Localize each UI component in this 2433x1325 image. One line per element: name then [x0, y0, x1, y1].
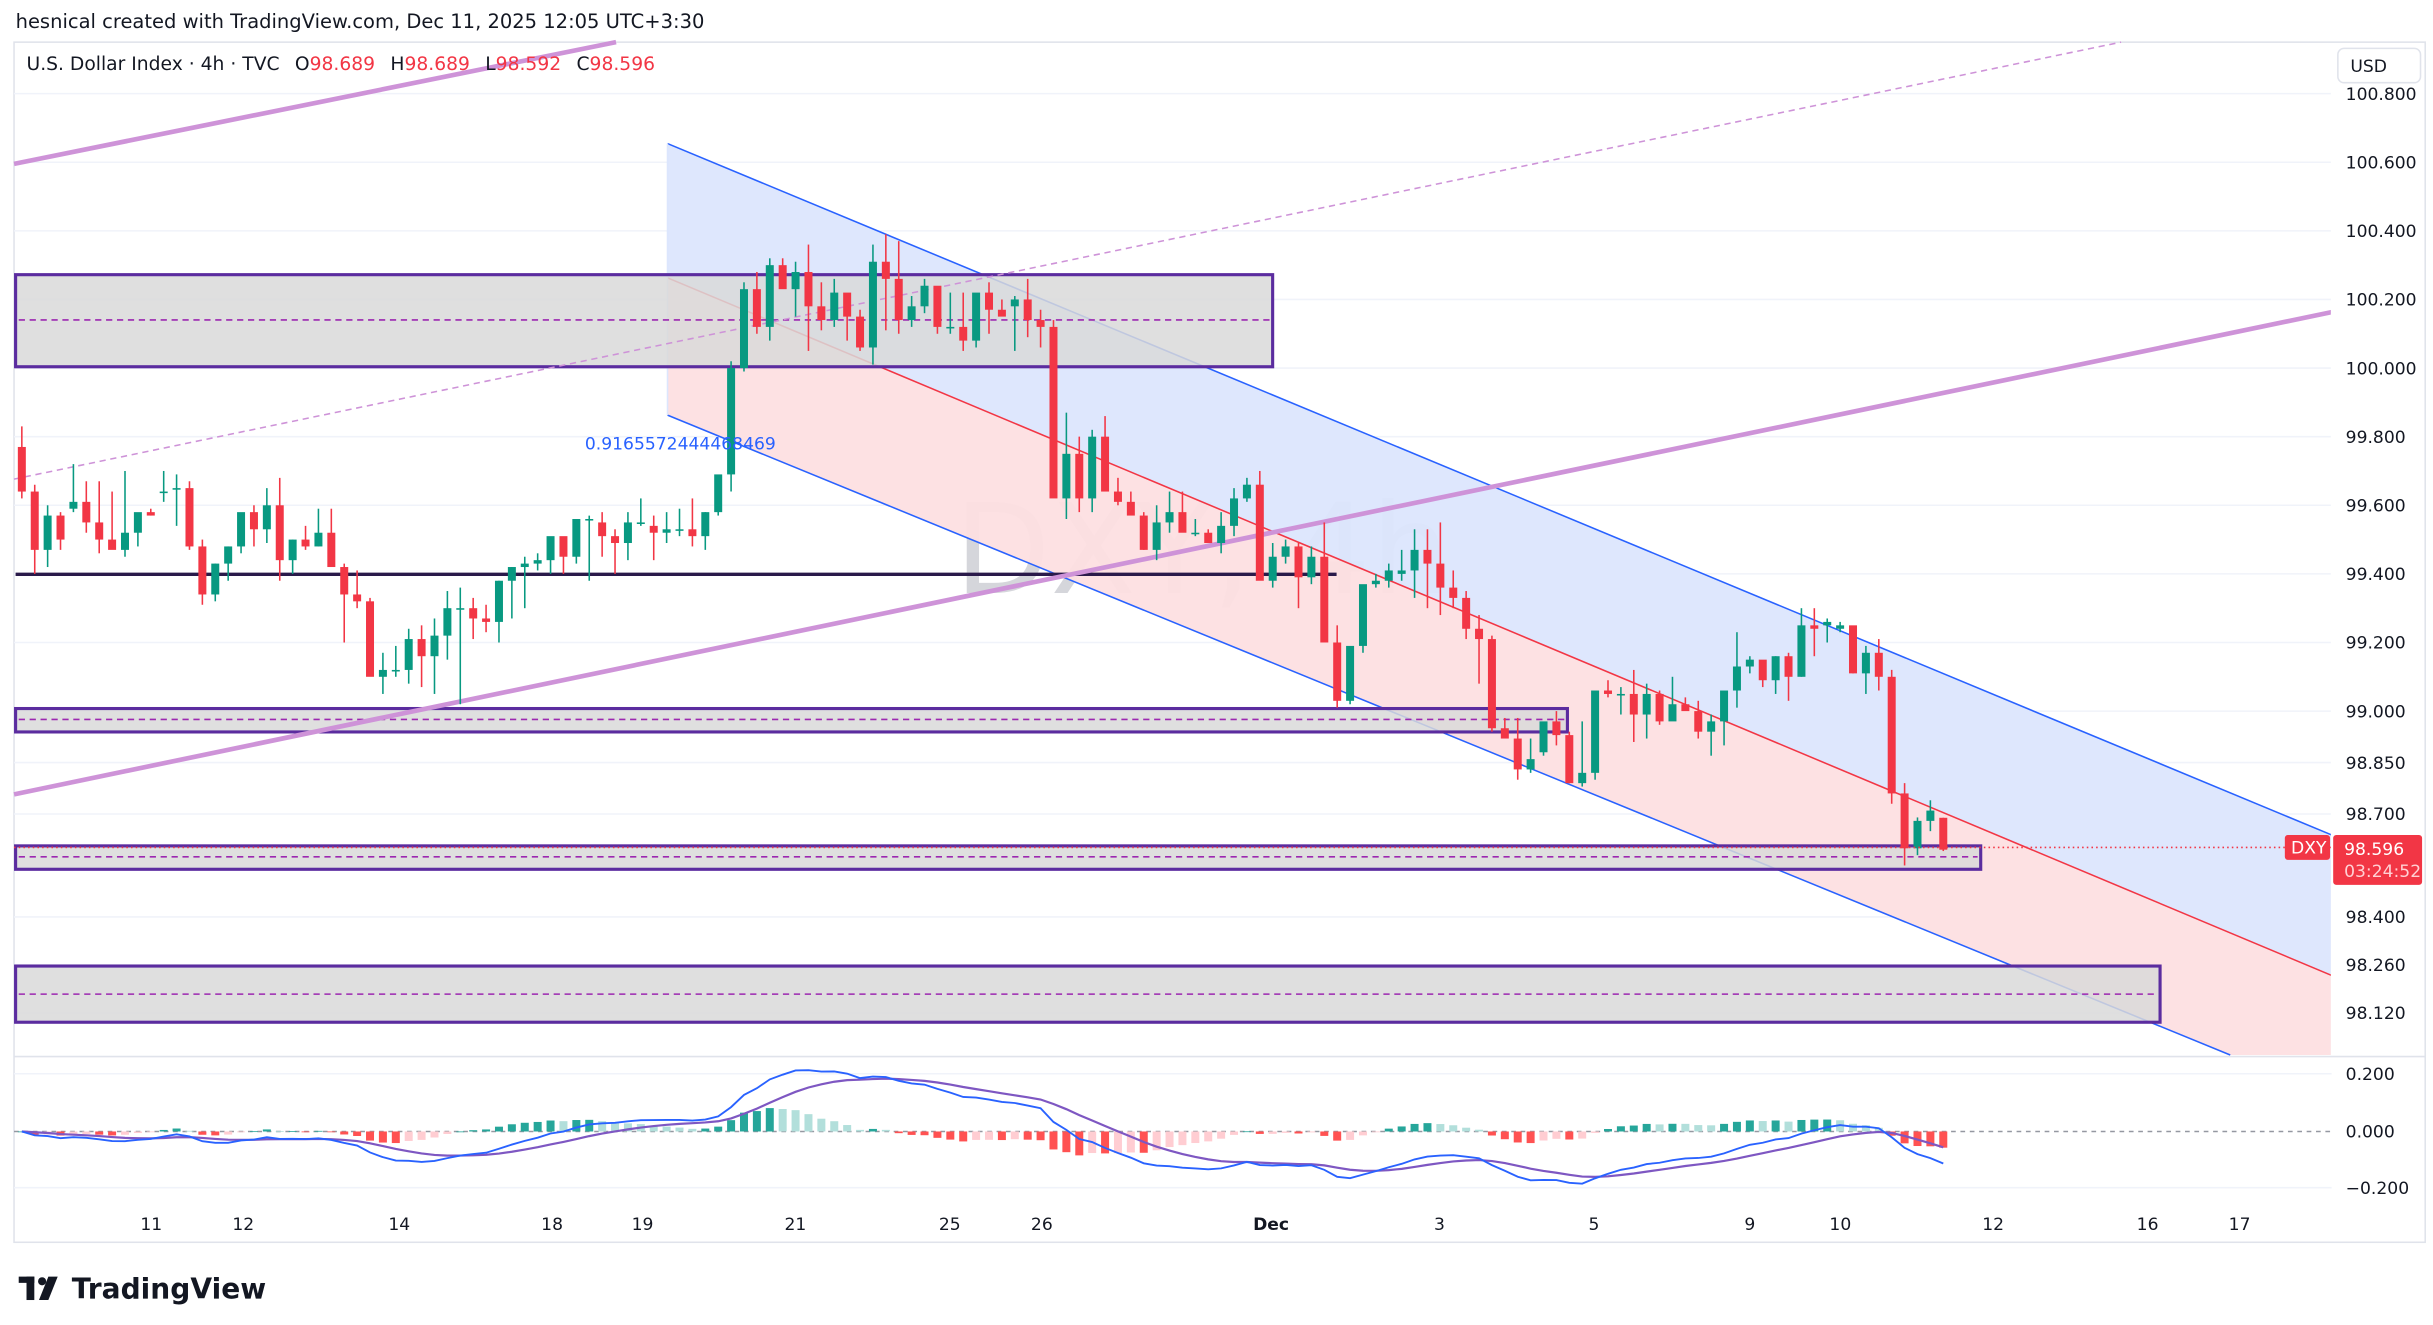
price-axis[interactable]: [2333, 43, 2424, 1241]
price-tick-label: 100.200: [2346, 291, 2417, 311]
price-tick-label: 99.800: [2346, 428, 2406, 448]
price-tick-label: 99.000: [2346, 702, 2406, 722]
legend-open: 98.689: [310, 54, 375, 75]
legend-symbol: U.S. Dollar Index · 4h · TVC: [27, 54, 280, 75]
tradingview-logo-text: TradingView: [72, 1272, 266, 1305]
price-tick-label: 100.800: [2346, 85, 2417, 105]
time-tick-label: 19: [632, 1215, 654, 1235]
channel-lower-line[interactable]: [667, 414, 2231, 1056]
time-tick-label: 10: [1829, 1215, 1851, 1235]
time-tick-label: 5: [1588, 1215, 1599, 1235]
last-price-tag: DXY 98.596 03:24:52: [2284, 834, 2423, 885]
time-tick-label: 9: [1744, 1215, 1755, 1235]
price-tick-label: 99.600: [2346, 497, 2406, 517]
price-tick-label: 98.400: [2346, 908, 2406, 928]
attribution-text: hesnical created with TradingView.com, D…: [16, 10, 705, 33]
price-tick-label: 98.850: [2346, 754, 2406, 774]
price-tick-label: 100.600: [2346, 153, 2417, 173]
zone-100-000[interactable]: [14, 273, 1275, 369]
macd-tick-label: 0.000: [2346, 1123, 2395, 1143]
legend-high: 98.689: [404, 54, 469, 75]
tradingview-logo-icon: [18, 1276, 58, 1301]
zone-98-17[interactable]: [14, 964, 2162, 1024]
legend-close: 98.596: [590, 54, 655, 75]
currency-button[interactable]: USD: [2337, 47, 2422, 84]
price-axis-ticks: 100.800 100.600 100.400 100.200 100.000 99.80…: [2346, 85, 2417, 1024]
price-tick-label: 100.400: [2346, 222, 2417, 242]
ascending-trendline-top-left[interactable]: [13, 39, 617, 167]
channel-mid-line[interactable]: [667, 277, 2332, 977]
time-tick-label: 25: [939, 1215, 961, 1235]
time-tick-label: 17: [2229, 1215, 2251, 1235]
time-tick-label: 21: [784, 1215, 806, 1235]
time-tick-label: 11: [140, 1215, 162, 1235]
time-tick-label: 12: [1982, 1215, 2004, 1235]
macd-signal-line: [21, 1077, 1944, 1178]
macd-line: [21, 1069, 1944, 1185]
price-tick-label: 99.200: [2346, 634, 2406, 654]
time-tick-label: 26: [1031, 1215, 1053, 1235]
macd-tick-label: 0.200: [2346, 1065, 2395, 1085]
time-tick-label: Dec: [1253, 1215, 1289, 1235]
ascending-trendline-dashed[interactable]: [13, 41, 2122, 480]
bar-countdown: 03:24:52: [2344, 862, 2421, 882]
price-tick-label: 98.260: [2346, 956, 2406, 976]
time-tick-label: 3: [1434, 1215, 1445, 1235]
price-tick-label: 99.400: [2346, 565, 2406, 585]
tradingview-logo[interactable]: TradingView: [18, 1272, 266, 1305]
time-axis[interactable]: 11 12 14 18 19 21 25 26 Dec 3 5 9 10 12 16 17: [140, 1215, 2250, 1235]
time-tick-label: 18: [541, 1215, 563, 1235]
last-price-value: 98.596: [2344, 840, 2404, 860]
svg-text:USD: USD: [2350, 57, 2387, 77]
macd-axis-ticks: 0.200 0.000 −0.200: [2346, 1065, 2409, 1199]
channel-upper-line[interactable]: [667, 142, 2332, 836]
fib-annotation-label: 0.9165572444468469: [585, 434, 776, 454]
last-price-symbol: DXY: [2291, 839, 2327, 859]
ascending-trendline-main[interactable]: [13, 309, 2333, 797]
macd-tick-label: −0.200: [2346, 1179, 2409, 1199]
time-tick-label: 14: [388, 1215, 410, 1235]
macd-histogram: [17, 1108, 1948, 1156]
macd-pane: [14, 1069, 2332, 1189]
price-tick-label: 100.000: [2346, 359, 2417, 379]
zone-98-57[interactable]: [14, 844, 1983, 871]
legend: U.S. Dollar Index · 4h · TVC O98.689 H98…: [27, 54, 656, 75]
time-tick-label: 12: [232, 1215, 254, 1235]
legend-low: 98.592: [496, 54, 561, 75]
candlestick-series: [17, 234, 1948, 866]
price-tick-label: 98.120: [2346, 1004, 2406, 1024]
time-tick-label: 16: [2137, 1215, 2159, 1235]
zone-98-96[interactable]: [14, 706, 1569, 734]
price-tick-label: 98.700: [2346, 805, 2406, 825]
